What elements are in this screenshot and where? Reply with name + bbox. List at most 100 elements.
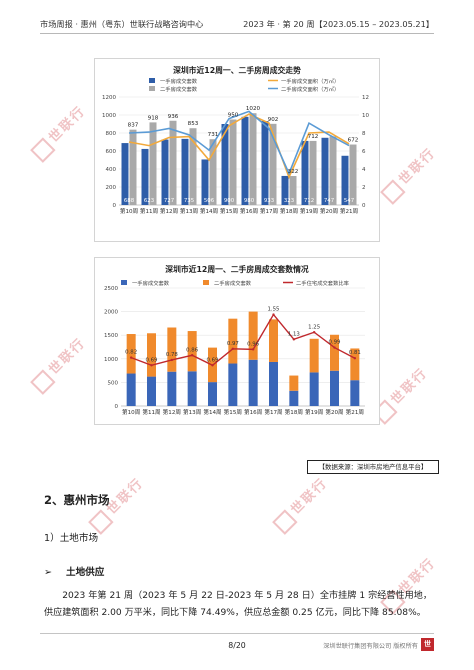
- y-tick-label-left: 1000: [104, 357, 118, 363]
- bar-second-hand: [167, 327, 177, 372]
- ratio-point: [211, 364, 214, 367]
- legend-swatch: [149, 86, 155, 91]
- footer-copyright: 深圳世联行集团有限公司 版权所有: [323, 643, 418, 650]
- body-paragraph: 2023 年第 21 周（2023 年 5 月 22 日-2023 年 5 月 …: [44, 591, 432, 618]
- data-label-new-house: 980: [244, 198, 255, 204]
- page-number: 8/20: [228, 641, 246, 650]
- x-tick-label: 第21周: [340, 207, 358, 215]
- line-second-hand-area: [128, 110, 350, 176]
- bar-second-hand: [349, 144, 357, 205]
- chart-title: 深圳市近12周一、二手房周成交套数情况: [165, 264, 309, 274]
- y-tick-label-right: 6: [362, 149, 366, 155]
- data-label-new-house: 547: [344, 198, 354, 204]
- bar-second-hand: [309, 338, 319, 373]
- bar-second-hand: [249, 113, 257, 205]
- chart-weekly-units: 深圳市近12周一、二手房周成交套数情况 一手房成交套数 二手房成交套数 二手住宅成交套…: [94, 257, 380, 425]
- data-label-second-hand: 918: [148, 115, 159, 121]
- bar-second-hand: [248, 311, 258, 360]
- bar-second-hand: [187, 331, 197, 372]
- bar-new-house: [201, 159, 209, 205]
- data-label-new-house: 900: [224, 198, 235, 204]
- ratio-point: [190, 354, 194, 357]
- bar-second-hand: [189, 128, 197, 205]
- bar-new-house: [241, 116, 249, 205]
- data-label-ratio: 0.99: [328, 340, 341, 346]
- bar-new-house: [261, 121, 269, 205]
- bar-new-house: [141, 148, 149, 205]
- ratio-point: [150, 364, 153, 367]
- bar-second-hand: [209, 139, 217, 205]
- y-tick-label-left: 200: [106, 185, 117, 191]
- data-label-ratio: 0.97: [227, 341, 239, 347]
- bar-new-house: [330, 370, 339, 406]
- ratio-point: [333, 346, 336, 349]
- bar-new-house: [147, 376, 156, 406]
- bar-new-house: [269, 361, 278, 406]
- x-tick-label: 第11周: [140, 207, 158, 215]
- x-tick-label: 第18周: [280, 207, 298, 215]
- x-tick-label: 第12周: [163, 408, 181, 416]
- data-label-second-hand: 936: [168, 114, 179, 120]
- data-label-ratio: 0.78: [166, 352, 179, 358]
- legend-label: 二手房成交套数: [214, 279, 252, 287]
- data-label-new-house: 506: [204, 198, 215, 204]
- x-tick-label: 第15周: [224, 408, 242, 416]
- header-rule: [40, 33, 434, 34]
- data-label-ratio: 0.69: [145, 357, 158, 363]
- data-label-second-hand: 712: [308, 134, 319, 140]
- bar-second-hand: [229, 119, 237, 205]
- data-label-second-hand: 902: [268, 117, 279, 123]
- ratio-point: [251, 348, 255, 351]
- watermark: 世联行: [270, 473, 332, 535]
- data-label-second-hand: 322: [288, 169, 299, 175]
- bar-new-house: [248, 359, 258, 406]
- bar-new-house: [321, 137, 329, 205]
- bar-second-hand: [147, 333, 156, 377]
- line-new-house-area: [128, 113, 350, 180]
- bar-new-house: [167, 371, 177, 406]
- bar-new-house: [341, 155, 349, 205]
- x-tick-label: 第17周: [260, 207, 278, 215]
- bar-new-house: [289, 390, 299, 406]
- data-label-second-hand: 672: [348, 138, 359, 144]
- data-source-note: 【数据来源：深圳市房地产信息平台】: [307, 460, 439, 474]
- watermark: 世联行: [378, 143, 440, 205]
- y-tick-label-right: 4: [362, 167, 366, 173]
- bar-second-hand: [169, 120, 177, 205]
- bar-new-house: [281, 175, 289, 205]
- data-label-ratio: 0.82: [125, 350, 137, 356]
- data-label-new-house: 727: [164, 198, 174, 204]
- x-tick-label: 第20周: [325, 408, 343, 416]
- y-tick-label-right: 12: [362, 95, 369, 101]
- data-label-second-hand: 950: [228, 113, 239, 119]
- bar-new-house: [221, 124, 229, 205]
- ratio-point: [353, 357, 357, 360]
- bar-second-hand: [269, 123, 277, 205]
- data-label-second-hand: 853: [188, 121, 199, 127]
- x-tick-label: 第18周: [285, 408, 303, 416]
- data-label-ratio: 1.55: [267, 307, 279, 313]
- data-label-new-house: 712: [304, 198, 314, 204]
- ratio-point: [129, 356, 133, 359]
- watermark: 世联行: [28, 101, 90, 163]
- bar-second-hand: [330, 334, 339, 371]
- y-tick-label-left: 1200: [102, 95, 116, 101]
- section-heading: 2、惠州市场: [44, 493, 110, 507]
- x-tick-label: 第15周: [220, 207, 238, 215]
- bar-second-hand: [350, 348, 360, 381]
- chart-title: 深圳市近12周一、二手房周成交走势: [173, 65, 301, 75]
- legend-label: 一手房成交面积（万㎡）: [281, 77, 339, 85]
- x-tick-label: 第20周: [320, 207, 338, 215]
- data-label-new-house: 747: [324, 198, 334, 204]
- x-tick-label: 第12周: [160, 207, 178, 215]
- data-label-ratio: 0.96: [247, 341, 260, 347]
- bullet-heading: ➢ 土地供应: [44, 564, 104, 578]
- y-tick-label-right: 0: [362, 203, 366, 209]
- data-label-second-hand: 731: [208, 132, 219, 138]
- x-tick-label: 第17周: [264, 408, 282, 416]
- bar-new-house: [208, 382, 217, 406]
- y-tick-label-left: 0: [115, 404, 119, 410]
- bar-second-hand: [309, 140, 317, 205]
